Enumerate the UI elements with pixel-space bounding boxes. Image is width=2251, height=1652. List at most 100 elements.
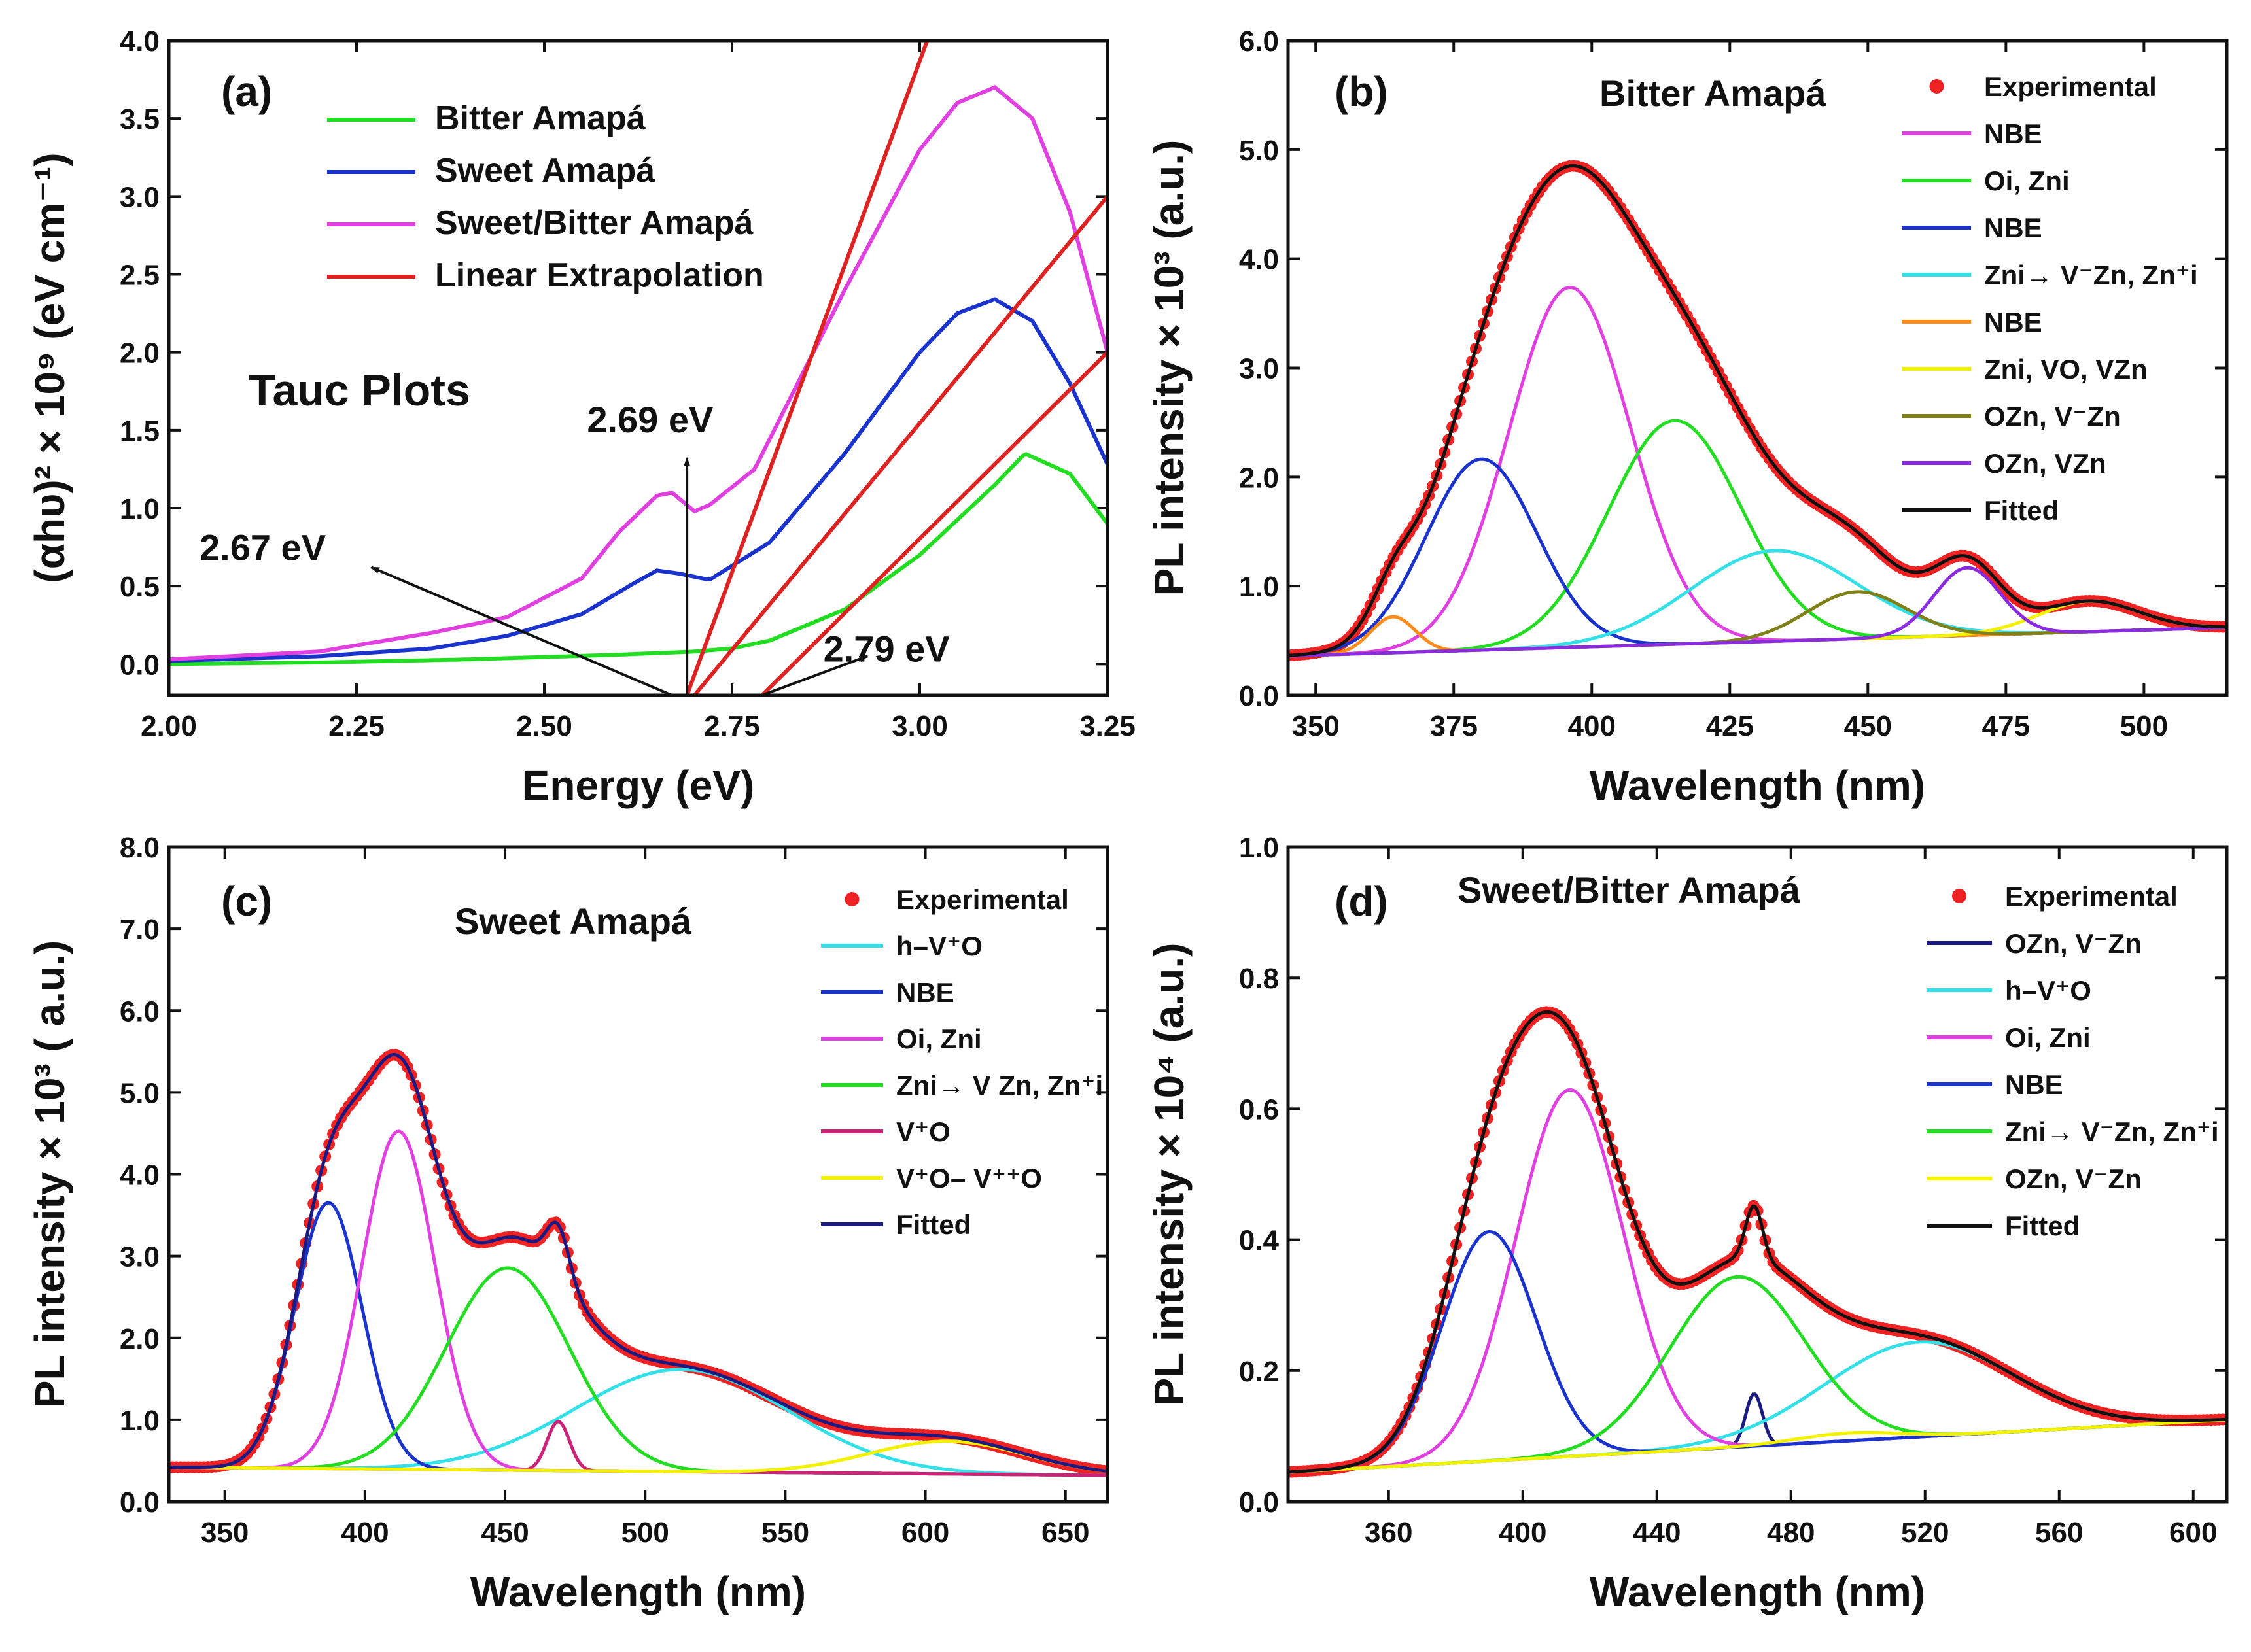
series-line bbox=[169, 85, 1108, 662]
x-tick-label: 520 bbox=[1901, 1517, 1949, 1549]
y-axis-label: PL intensity × 10³ ( a.u.) bbox=[26, 940, 73, 1408]
arrow-2-67 bbox=[370, 566, 672, 697]
component-curve bbox=[1288, 566, 2227, 658]
x-tick-label: 600 bbox=[901, 1517, 949, 1549]
legend-label: Linear Extrapolation bbox=[435, 256, 764, 294]
y-tick-label: 2.0 bbox=[1239, 462, 1279, 494]
x-tick-label: 400 bbox=[341, 1517, 389, 1549]
x-tick-label: 375 bbox=[1430, 710, 1478, 742]
legend-label: V⁺O bbox=[896, 1116, 951, 1147]
legend-label: NBE bbox=[2005, 1069, 2063, 1100]
plot-frame bbox=[1286, 39, 2229, 697]
legend-label: Experimental bbox=[896, 884, 1069, 915]
x-tick-label: 650 bbox=[1041, 1517, 1089, 1549]
y-tick-label: 8.0 bbox=[120, 832, 160, 864]
component-curve bbox=[169, 1439, 1108, 1473]
component-curve bbox=[1288, 1088, 2227, 1474]
component-curve bbox=[1288, 1418, 2227, 1474]
chart-panel-3: 350 400 450 500 550 600 650 0.0 1.0 2.0 3.0 4.0 5.0 6… bbox=[26, 832, 1109, 1615]
y-tick-label: 0.6 bbox=[1239, 1093, 1279, 1126]
x-tick-label: 480 bbox=[1767, 1517, 1815, 1549]
x-tick-label: 350 bbox=[1291, 710, 1339, 742]
plot-frame bbox=[167, 39, 1109, 697]
y-tick-label: 5.0 bbox=[120, 1077, 160, 1109]
legend-label: Fitted bbox=[2005, 1211, 2080, 1241]
legend: Experimental NBE Oi, Zni NBE Zni→ V⁻Zn, Zn⁺i… bbox=[1902, 71, 2198, 526]
x-tick-label: 560 bbox=[2035, 1517, 2083, 1549]
y-tick-label: 3.0 bbox=[120, 181, 160, 213]
y-tick-label: 3.5 bbox=[120, 103, 160, 135]
annotation-2-79: 2.79 eV bbox=[824, 628, 950, 670]
x-tick-label: 2.50 bbox=[516, 710, 572, 742]
x-tick-label: 360 bbox=[1365, 1517, 1412, 1549]
annotation-2-69: 2.69 eV bbox=[587, 399, 713, 440]
panel-label: (d) bbox=[1335, 878, 1388, 925]
legend-label: Oi, Zni bbox=[2005, 1022, 2091, 1053]
legend-swatch bbox=[1929, 79, 1944, 94]
y-tick-label: 0.2 bbox=[1239, 1356, 1279, 1388]
legend: Experimental h–V⁺O NBE Oi, Zni Zni→ V Zn, Zn… bbox=[821, 884, 1103, 1240]
x-tick-label: 400 bbox=[1499, 1517, 1546, 1549]
chart-panel-1: 2.00 2.25 2.50 2.75 3.00 3.25 0.0 0.5 1.0 1.5 2.0 2… bbox=[26, 26, 1136, 809]
legend-label: OZn, V⁻Zn bbox=[1984, 401, 2121, 432]
annotation-2-67: 2.67 eV bbox=[200, 527, 326, 568]
y-tick-label: 3.0 bbox=[120, 1241, 160, 1273]
y-tick-label: 0.4 bbox=[1239, 1225, 1280, 1257]
extrapolation-line bbox=[685, 41, 930, 695]
legend-label: Zni, VO, VZn bbox=[1984, 354, 2148, 385]
y-tick-label: 1.0 bbox=[120, 493, 160, 525]
x-axis-label: Wavelength (nm) bbox=[1590, 1568, 1925, 1615]
plot-frame bbox=[1286, 845, 2229, 1504]
x-tick-label: 3.25 bbox=[1079, 710, 1136, 742]
chart-title: Bitter Amapá bbox=[1599, 73, 1826, 114]
chart-panel-4: 360 400 440 480 520 560 600 0.0 0.2 0.4 0.6 0.8 1.0 W… bbox=[1145, 832, 2229, 1615]
legend-label: h–V⁺O bbox=[2005, 975, 2091, 1006]
fitted-curve bbox=[1288, 164, 2227, 657]
fitted-curve bbox=[169, 1052, 1108, 1473]
x-tick-label: 2.75 bbox=[704, 710, 760, 742]
arrow-2-79 bbox=[761, 655, 869, 697]
panel-label: (b) bbox=[1335, 68, 1388, 115]
plot-frame bbox=[167, 845, 1109, 1504]
plot-area bbox=[169, 1048, 1108, 1477]
y-tick-label: 7.0 bbox=[120, 914, 160, 946]
x-axis-label: Energy (eV) bbox=[522, 762, 755, 809]
y-tick-label: 4.0 bbox=[120, 26, 160, 58]
legend: Experimental OZn, V⁻Zn h–V⁺O Oi, Zni NBE Zni→… bbox=[1927, 881, 2219, 1241]
legend-label: Fitted bbox=[896, 1209, 971, 1240]
y-tick-label: 0.0 bbox=[1239, 1487, 1279, 1519]
fitted-curve bbox=[1288, 1010, 2227, 1474]
y-tick-label: 2.0 bbox=[120, 337, 160, 370]
x-tick-label: 2.00 bbox=[141, 710, 197, 742]
panel-label: (c) bbox=[221, 878, 272, 925]
x-tick-label: 3.00 bbox=[892, 710, 948, 742]
x-axis-label: Wavelength (nm) bbox=[1590, 762, 1925, 809]
series-line bbox=[169, 452, 1108, 666]
legend-swatch bbox=[1952, 889, 1966, 903]
chart-panel-2: 350 375 400 425 450 475 500 0.0 1.0 2.0 3.0 4.0 5.0 6… bbox=[1145, 26, 2229, 809]
y-axis-label: (αhυ)² × 10⁹ (eV cm⁻¹) bbox=[26, 152, 73, 583]
x-tick-label: 500 bbox=[621, 1517, 669, 1549]
legend-label: Oi, Zni bbox=[1984, 165, 2070, 196]
y-axis-label: PL intensity × 10⁴ (a.u.) bbox=[1145, 943, 1193, 1406]
series-line bbox=[169, 297, 1108, 663]
legend-label: Sweet/Bitter Amapá bbox=[435, 204, 754, 242]
x-tick-label: 450 bbox=[481, 1517, 529, 1549]
chart-title: Sweet/Bitter Amapá bbox=[1457, 869, 1801, 910]
y-tick-label: 2.0 bbox=[120, 1323, 160, 1355]
chart-title: Sweet Amapá bbox=[455, 901, 692, 942]
y-tick-label: 6.0 bbox=[1239, 26, 1279, 58]
y-tick-label: 6.0 bbox=[120, 995, 160, 1027]
extrapolation-line bbox=[760, 351, 1108, 695]
x-tick-label: 600 bbox=[2169, 1517, 2217, 1549]
x-tick-label: 425 bbox=[1706, 710, 1754, 742]
y-tick-label: 1.0 bbox=[1239, 571, 1279, 603]
extrapolation-line bbox=[693, 195, 1108, 695]
x-tick-label: 475 bbox=[1982, 710, 2030, 742]
y-tick-label: 0.0 bbox=[1239, 680, 1279, 712]
y-tick-label: 3.0 bbox=[1239, 353, 1279, 385]
x-axis-label: Wavelength (nm) bbox=[470, 1568, 806, 1615]
legend-label: NBE bbox=[1984, 307, 2042, 337]
x-tick-label: 2.25 bbox=[328, 710, 385, 742]
